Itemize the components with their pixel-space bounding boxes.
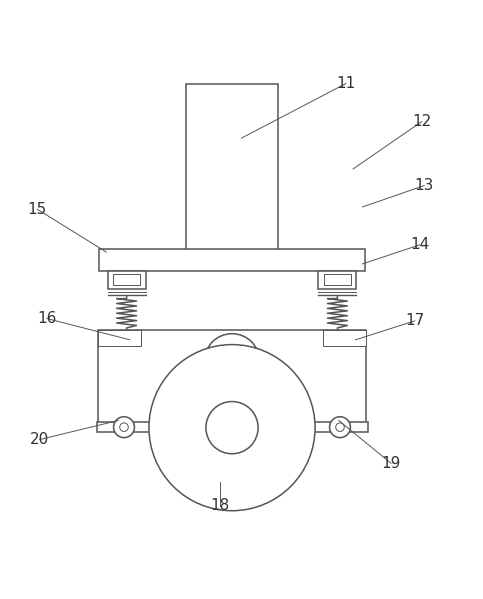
Text: 12: 12	[412, 114, 431, 129]
Bar	[97, 422, 368, 432]
Circle shape	[329, 417, 351, 438]
Circle shape	[336, 423, 344, 431]
Bar	[108, 271, 145, 289]
Text: 18: 18	[211, 498, 230, 513]
Text: 19: 19	[382, 456, 401, 471]
Bar	[98, 331, 141, 346]
Text: 20: 20	[30, 432, 49, 447]
Bar	[318, 271, 356, 289]
Circle shape	[204, 334, 259, 389]
Bar	[186, 83, 278, 255]
Text: 14: 14	[410, 237, 429, 252]
Circle shape	[206, 401, 258, 454]
Text: 17: 17	[405, 313, 425, 328]
Bar	[99, 249, 365, 271]
Text: 15: 15	[28, 202, 47, 217]
Text: 13: 13	[414, 178, 434, 193]
Text: 11: 11	[336, 76, 355, 91]
Bar	[324, 274, 351, 285]
Text: 16: 16	[37, 311, 57, 326]
Circle shape	[149, 344, 315, 511]
Circle shape	[120, 423, 128, 431]
Bar	[324, 331, 366, 346]
Bar	[98, 331, 366, 423]
Bar	[114, 274, 140, 285]
Circle shape	[114, 417, 134, 438]
